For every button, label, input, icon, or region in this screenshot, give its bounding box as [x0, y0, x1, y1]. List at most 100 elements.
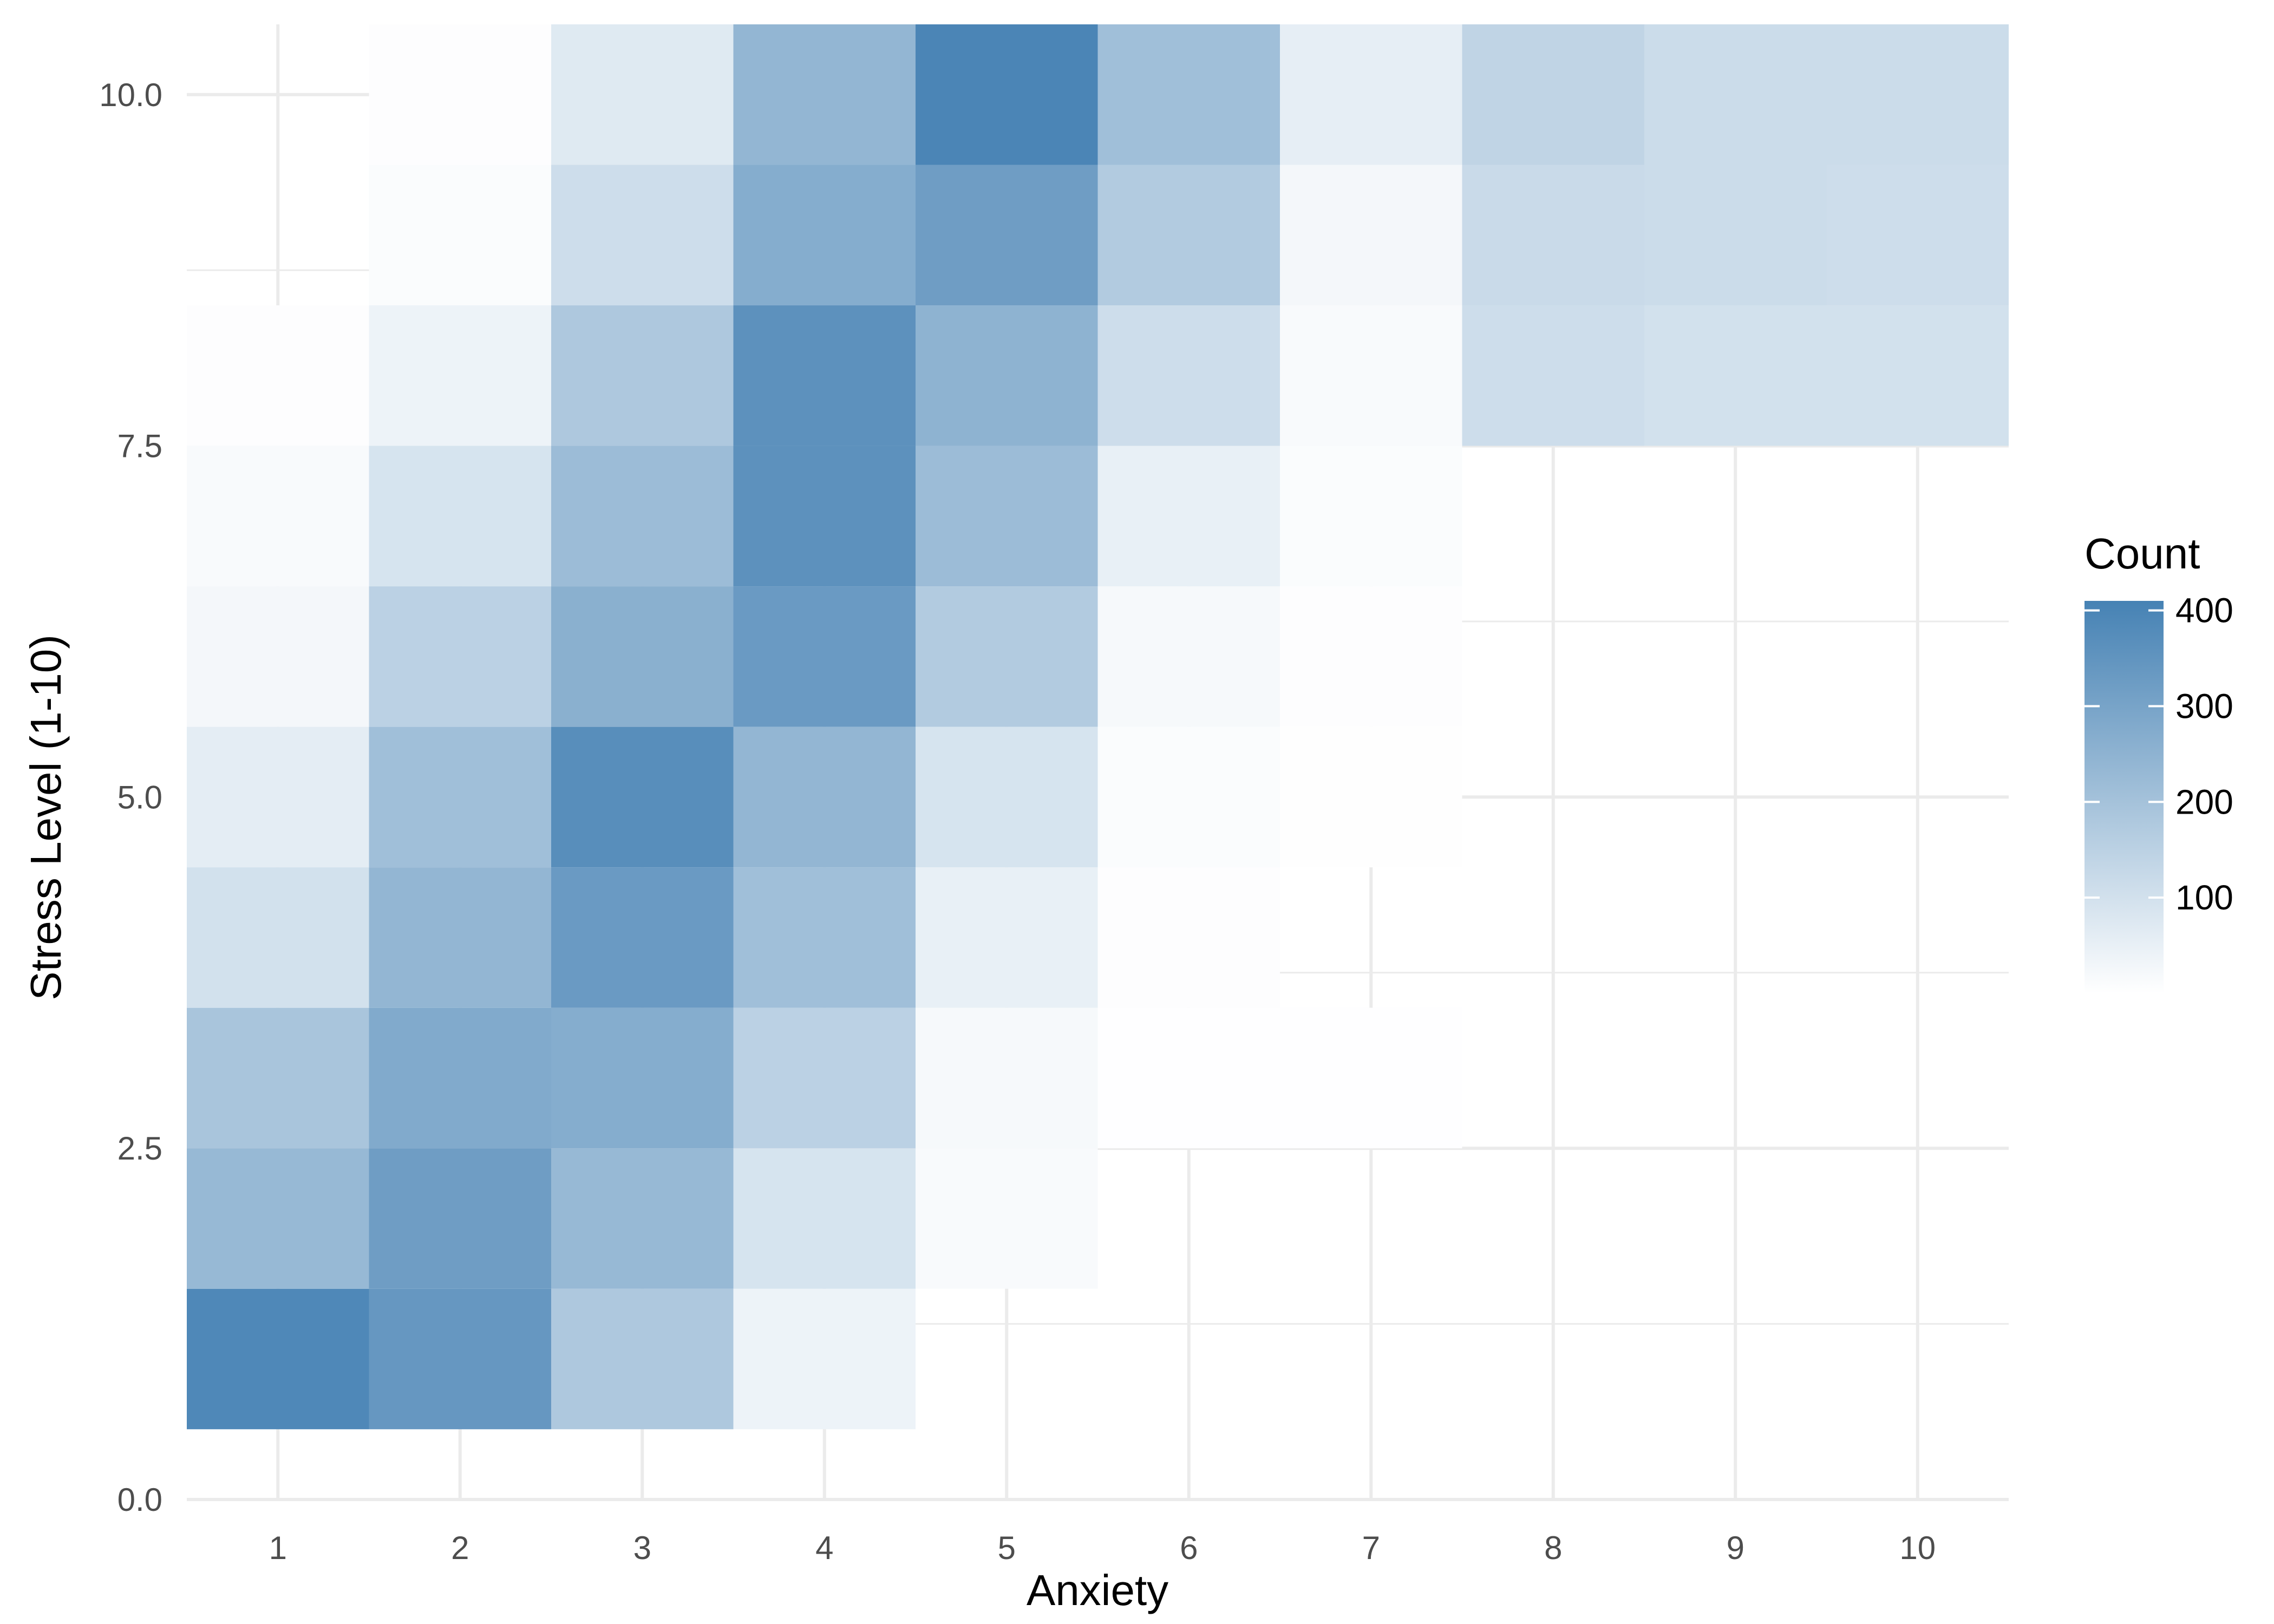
- x-tick-label: 10: [1899, 1530, 1936, 1566]
- heatmap-tile: [916, 586, 1098, 727]
- heatmap-tile: [916, 446, 1098, 587]
- heatmap-tile: [1644, 165, 1827, 306]
- heatmap-tile: [551, 867, 734, 1008]
- heatmap-tile: [916, 867, 1098, 1008]
- heatmap-tile: [1280, 586, 1462, 727]
- heatmap-tile: [187, 1288, 369, 1430]
- heatmap-tile: [1097, 165, 1280, 306]
- x-tick-label: 1: [269, 1530, 287, 1566]
- heatmap-tile: [733, 305, 916, 446]
- heatmap-tile: [733, 867, 916, 1008]
- heatmap-tile: [369, 24, 551, 165]
- legend-label: 400: [2175, 591, 2233, 630]
- heatmap-tile: [916, 305, 1098, 446]
- x-axis-ticks: 1 2 3 4 5 6 7 8 9 10: [269, 1530, 1936, 1566]
- x-tick-label: 6: [1180, 1530, 1198, 1566]
- heatmap-tile: [1280, 1007, 1462, 1149]
- heatmap-tile: [1462, 305, 1644, 446]
- heatmap-tile: [369, 1007, 551, 1149]
- heatmap-tile: [187, 1007, 369, 1149]
- x-tick-label: 9: [1727, 1530, 1744, 1566]
- heatmap-tile: [369, 1148, 551, 1289]
- heatmap-tile: [733, 446, 916, 587]
- heatmap-tile: [1280, 24, 1462, 165]
- color-legend: Count 100 200 300 400: [2084, 529, 2233, 993]
- heatmap-tile: [551, 24, 734, 165]
- x-tick-label: 8: [1544, 1530, 1562, 1566]
- heatmap-tile: [187, 726, 369, 868]
- heatmap-tile: [1826, 305, 2009, 446]
- heatmap-tile: [733, 726, 916, 868]
- y-tick-label: 5.0: [117, 779, 162, 815]
- heatmap-tile: [1097, 24, 1280, 165]
- x-tick-label: 2: [451, 1530, 469, 1566]
- x-tick-label: 3: [633, 1530, 651, 1566]
- heatmap-tile: [916, 1007, 1098, 1149]
- heatmap-tile: [369, 165, 551, 306]
- legend-colorbar: [2084, 601, 2164, 993]
- legend-title: Count: [2084, 529, 2200, 578]
- heatmap-tile: [1097, 726, 1280, 868]
- legend-ticks: 100 200 300 400: [2084, 591, 2233, 917]
- x-tick-label: 5: [998, 1530, 1016, 1566]
- heatmap-tile: [187, 446, 369, 587]
- heatmap-tile: [551, 586, 734, 727]
- y-axis-title: Stress Level (1-10): [22, 634, 70, 1000]
- x-axis-title: Anxiety: [1027, 1566, 1168, 1614]
- heatmap-tile: [1097, 305, 1280, 446]
- heatmap-tile: [733, 1288, 916, 1430]
- heatmap-tile: [551, 165, 734, 306]
- y-tick-label: 2.5: [117, 1130, 162, 1167]
- heatmap-tile: [551, 305, 734, 446]
- heatmap-tile: [916, 24, 1098, 165]
- heatmap-tile: [551, 1148, 734, 1289]
- y-tick-label: 0.0: [117, 1482, 162, 1518]
- heatmap-tile: [1097, 867, 1280, 1008]
- heatmap-tile: [551, 726, 734, 868]
- heatmap-tile: [369, 586, 551, 727]
- heatmap-tile: [187, 586, 369, 727]
- heatmap-tile: [1097, 586, 1280, 727]
- heatmap-tile: [1097, 1007, 1280, 1149]
- heatmap-tile: [1644, 24, 1827, 165]
- heatmap-tile: [551, 1007, 734, 1149]
- heatmap-tiles: [187, 24, 2009, 1430]
- heatmap-tile: [369, 1288, 551, 1430]
- heatmap-tile: [1280, 305, 1462, 446]
- heatmap-tile: [187, 1148, 369, 1289]
- heatmap-tile: [187, 305, 369, 446]
- heatmap-tile: [187, 867, 369, 1008]
- heatmap-tile: [1280, 165, 1462, 306]
- legend-label: 300: [2175, 687, 2233, 726]
- y-tick-label: 10.0: [99, 77, 162, 113]
- heatmap-tile: [369, 446, 551, 587]
- heatmap-tile: [916, 165, 1098, 306]
- heatmap-tile: [369, 867, 551, 1008]
- heatmap-tile: [551, 1288, 734, 1430]
- heatmap-tile: [733, 1007, 916, 1149]
- heatmap-tile: [551, 446, 734, 587]
- heatmap-tile: [733, 24, 916, 165]
- heatmap-tile: [733, 165, 916, 306]
- x-tick-label: 4: [815, 1530, 833, 1566]
- legend-label: 200: [2175, 782, 2233, 821]
- y-tick-label: 7.5: [117, 428, 162, 464]
- legend-label: 100: [2175, 878, 2233, 917]
- x-tick-label: 7: [1362, 1530, 1380, 1566]
- heatmap-tile: [916, 1148, 1098, 1289]
- heatmap-tile: [1826, 165, 2009, 306]
- heatmap-tile: [369, 305, 551, 446]
- heatmap-tile: [1826, 24, 2009, 165]
- heatmap-tile: [916, 726, 1098, 868]
- heatmap-tile: [369, 726, 551, 868]
- heatmap-tile: [1462, 165, 1644, 306]
- heatmap-tile: [733, 586, 916, 727]
- heatmap-tile: [1280, 726, 1462, 868]
- heatmap-tile: [733, 1148, 916, 1289]
- heatmap-tile: [1280, 446, 1462, 587]
- heatmap-tile: [1097, 446, 1280, 587]
- heatmap-tile: [1644, 305, 1827, 446]
- heatmap-tile: [1462, 24, 1644, 165]
- y-axis-ticks: 0.0 2.5 5.0 7.5 10.0: [99, 77, 162, 1518]
